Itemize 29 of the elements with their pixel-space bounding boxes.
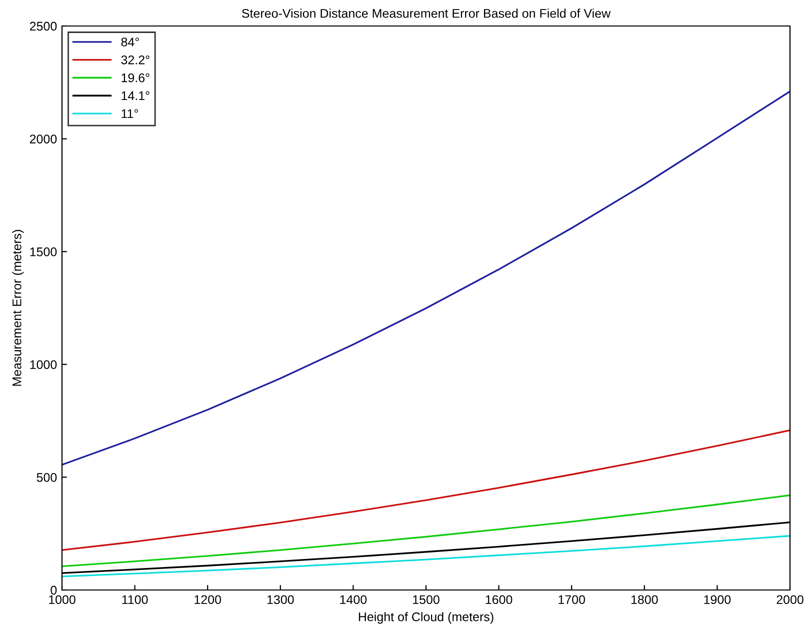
line-series: [62, 90, 790, 466]
x-tick-label: 1500: [413, 595, 440, 604]
x-axis-title: Height of Cloud (meters): [358, 612, 494, 624]
legend-label: 14.1°: [122, 91, 150, 100]
x-tick-label: 1000: [49, 595, 76, 604]
x-tick-label: 1100: [122, 595, 148, 604]
x-tick-label: 1600: [486, 595, 512, 604]
line-series: [62, 494, 790, 568]
legend-label: 32.2°: [121, 55, 150, 64]
y-tick-label: 0: [50, 586, 57, 595]
x-tick-label: 2000: [776, 595, 804, 604]
y-tick-label: 1500: [30, 247, 57, 256]
x-tick-label: 1800: [631, 595, 658, 604]
x-tick-label: 1700: [558, 595, 586, 604]
y-axis-title: Measurement Error (meters): [12, 230, 24, 386]
x-tick-label: 1400: [340, 595, 367, 604]
legend-label: 84°: [121, 38, 139, 46]
y-tick-label: 2500: [30, 22, 57, 31]
x-tick-label: 1200: [194, 595, 222, 604]
chart-title: Stereo-Vision Distance Measurement Error Based on Field of View: [242, 8, 611, 18]
legend-label: 11°: [122, 109, 138, 118]
x-tick-label: 1900: [704, 595, 731, 604]
y-tick-label: 2000: [30, 134, 57, 144]
x-tick-label: 1300: [267, 595, 294, 604]
line-series: [62, 535, 790, 578]
legend-label: 19.6°: [122, 73, 150, 82]
y-tick-label: 500: [36, 473, 57, 482]
y-tick-label: 1000: [30, 360, 57, 370]
line-series: [62, 429, 790, 551]
